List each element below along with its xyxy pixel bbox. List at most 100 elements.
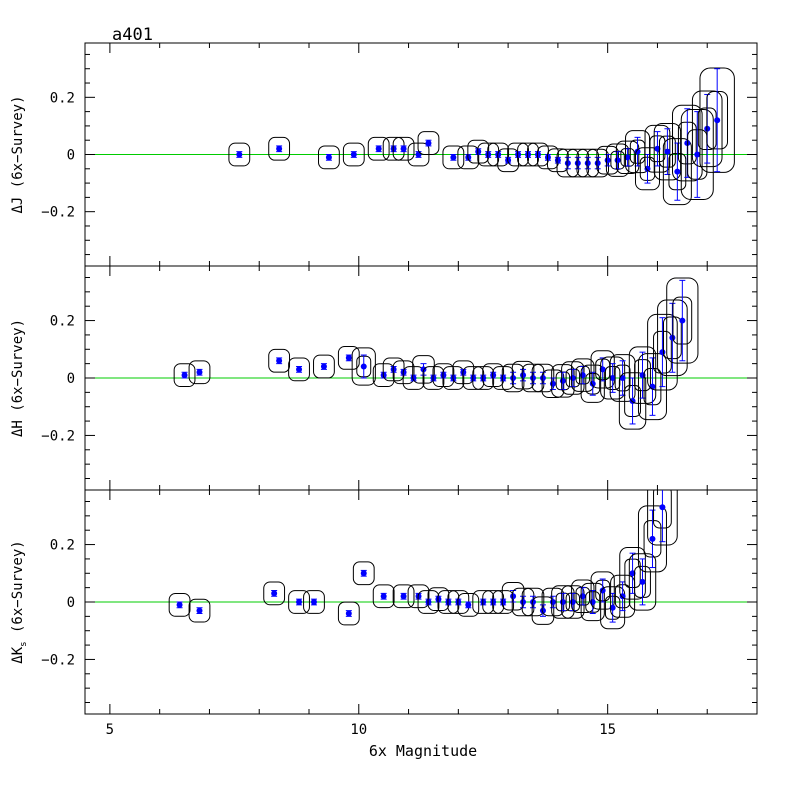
density-contour [561, 585, 585, 619]
data-point [450, 154, 457, 161]
density-contour [637, 353, 667, 421]
data-point [276, 145, 283, 152]
density-contour [392, 136, 415, 161]
density-contour [615, 140, 640, 175]
data-point [664, 148, 671, 155]
data-point [679, 317, 686, 324]
y-tick-label: −0.2 [41, 428, 75, 444]
data-point [276, 357, 283, 364]
density-contour [337, 601, 360, 626]
density-contour [288, 357, 310, 382]
data-point [465, 601, 472, 608]
data-point [296, 366, 303, 373]
data-point [196, 369, 203, 376]
density-contour [590, 350, 615, 389]
density-contour [610, 574, 636, 618]
data-point [415, 151, 422, 158]
density-contour [173, 363, 196, 388]
density-contour [263, 581, 286, 606]
y-tick-label: 0.2 [50, 90, 75, 106]
data-point [609, 604, 616, 611]
data-point [609, 375, 616, 381]
density-contour [168, 592, 191, 617]
data-point [549, 380, 556, 387]
y-tick-label: 0.2 [50, 538, 75, 554]
y-axis-label: ΔKs (6x−Survey) [10, 540, 29, 663]
density-contour [228, 142, 251, 167]
data-point [196, 607, 203, 614]
density-contour [666, 277, 699, 364]
data-point [271, 590, 278, 597]
data-point [360, 570, 367, 577]
density-contour [618, 372, 647, 430]
data-layer [228, 67, 735, 206]
data-point [500, 375, 507, 381]
data-point [425, 140, 432, 147]
data-point [510, 593, 517, 600]
data-point [310, 599, 317, 605]
density-contour [628, 553, 657, 611]
y-tick-label: −0.2 [41, 652, 75, 668]
data-point [530, 599, 536, 605]
density-contour [367, 136, 390, 161]
density-contour [590, 571, 615, 610]
data-point [380, 593, 387, 600]
data-point [659, 349, 666, 356]
data-point [694, 151, 701, 158]
data-point [325, 154, 332, 161]
plot-title: a401 [112, 25, 153, 45]
x-axis-label: 6x Magnitude [369, 742, 477, 760]
data-point [629, 570, 636, 577]
data-point [400, 593, 407, 600]
data-point [510, 375, 517, 381]
density-contour [392, 584, 415, 609]
data-point [320, 363, 327, 370]
data-point [176, 601, 183, 608]
data-point [520, 372, 527, 379]
y-axis-label: ΔH (6x−Survey) [10, 319, 26, 437]
data-point [639, 578, 646, 585]
y-tick-label: 0 [67, 148, 75, 164]
data-point [564, 160, 571, 167]
data-point [500, 599, 507, 605]
data-point [569, 375, 576, 381]
y-tick-label: 0 [67, 595, 75, 611]
x-tick-label: 10 [350, 722, 367, 738]
data-point [674, 168, 681, 175]
density-contour [417, 131, 440, 155]
density-contour [672, 104, 703, 182]
data-point [520, 599, 527, 605]
density-contour [653, 122, 682, 181]
data-point [360, 363, 367, 370]
density-contour [402, 366, 425, 390]
panel-h: −0.2 0 0.2 ΔH (6x−Survey) [10, 265, 758, 491]
density-contour [647, 490, 678, 546]
data-point [619, 593, 626, 600]
density-contour [288, 590, 310, 614]
density-contour [457, 592, 480, 617]
density-contour [442, 145, 465, 170]
x-tick-label: 5 [106, 722, 114, 738]
data-point [375, 145, 382, 152]
data-point [654, 145, 661, 152]
panel-j: −0.2 0 0.2 ΔJ (6x−Survey) [10, 42, 758, 267]
data-point [594, 160, 601, 167]
density-contour [619, 546, 646, 600]
density-contour [580, 364, 605, 403]
data-point [559, 377, 566, 384]
data-point [400, 145, 407, 152]
data-point [345, 354, 352, 361]
x-tick-label: 15 [599, 722, 616, 738]
density-contour [342, 142, 365, 167]
density-contour [188, 360, 211, 385]
data-point [599, 366, 606, 373]
density-contour [268, 136, 291, 161]
y-tick-label: 0 [67, 371, 75, 387]
data-point [236, 151, 243, 158]
density-contour [351, 347, 376, 386]
data-layer [173, 277, 699, 430]
density-contour [680, 109, 714, 200]
density-contour [531, 596, 555, 625]
density-contour [634, 147, 660, 191]
